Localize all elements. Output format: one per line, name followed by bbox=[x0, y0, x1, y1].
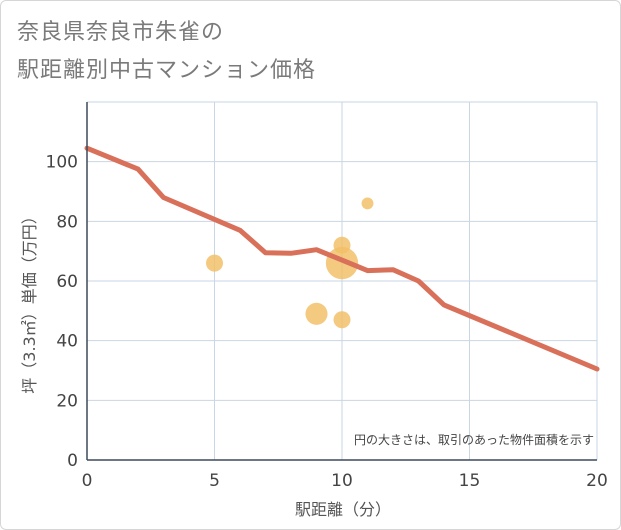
labels: 0 20 40 60 80 100 0 5 10 15 20 駅距離（分） 坪（3.3㎡）単価（万円） 円… bbox=[20, 153, 608, 519]
y-axis-label: 坪（3.3㎡）単価（万円） bbox=[20, 208, 39, 393]
bubble-size-note: 円の大きさは、取引のあった物件面積を示す bbox=[354, 432, 594, 447]
line-layer bbox=[84, 145, 600, 372]
y-tick-label: 60 bbox=[56, 272, 78, 292]
y-tick-label: 40 bbox=[56, 332, 78, 352]
title-line-1: 奈良県奈良市朱雀の bbox=[17, 20, 225, 45]
y-tick-label: 20 bbox=[56, 391, 78, 411]
y-tick-label: 80 bbox=[56, 212, 78, 232]
scatter-point bbox=[361, 197, 374, 210]
y-tick-label: 0 bbox=[67, 451, 78, 471]
x-tick-label: 0 bbox=[82, 471, 93, 491]
chart-title: 奈良県奈良市朱雀の 駅距離別中古マンション価格 bbox=[17, 14, 316, 90]
scatter-point bbox=[206, 254, 223, 272]
scatter-point bbox=[305, 302, 328, 325]
y-tick-label: 100 bbox=[46, 153, 78, 173]
scatter-point bbox=[333, 311, 351, 329]
x-tick-label: 20 bbox=[586, 471, 608, 491]
price-trend-line bbox=[84, 145, 600, 372]
grid bbox=[87, 101, 598, 460]
x-tick-label: 10 bbox=[331, 471, 353, 491]
title-line-2: 駅距離別中古マンション価格 bbox=[17, 58, 317, 83]
axes bbox=[86, 102, 597, 461]
x-axis-label: 駅距離（分） bbox=[295, 500, 391, 519]
x-tick-label: 5 bbox=[209, 471, 220, 491]
x-tick-label: 15 bbox=[459, 471, 481, 491]
